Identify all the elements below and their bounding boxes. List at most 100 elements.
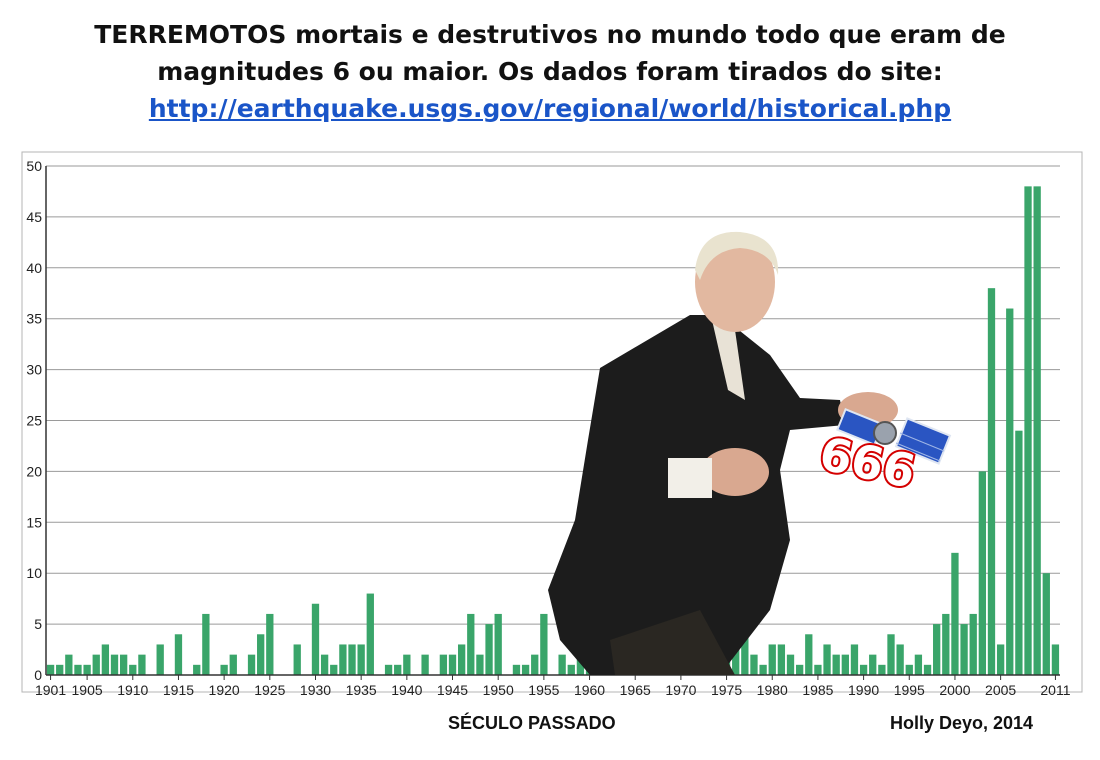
bar-1939 xyxy=(394,664,402,675)
bar-1938 xyxy=(384,664,393,675)
bar-2005 xyxy=(996,644,1005,675)
bar-1906 xyxy=(92,654,100,675)
y-tick-label: 30 xyxy=(26,362,42,378)
x-tick-label: 1985 xyxy=(802,682,833,698)
bar-1955 xyxy=(540,613,548,675)
bar-1947 xyxy=(467,613,475,675)
trousers xyxy=(610,610,735,675)
title-line-2: magnitudes 6 ou maior. Os dados foram ti… xyxy=(157,57,943,86)
bar-1997 xyxy=(923,664,932,675)
bar-1982 xyxy=(786,654,795,675)
footer-credit: Holly Deyo, 2014 xyxy=(890,713,1034,733)
bar-1994 xyxy=(896,644,904,675)
x-tick-label: 1970 xyxy=(665,682,696,698)
y-tick-label: 5 xyxy=(34,616,42,632)
y-tick-label: 50 xyxy=(26,158,42,174)
bar-1918 xyxy=(202,613,210,675)
title-line-1-rest: mortais e destrutivos no mundo todo que … xyxy=(286,20,1006,49)
x-tick-label: 2005 xyxy=(985,682,1016,698)
x-tick-label: 2000 xyxy=(939,682,970,698)
bar-1991 xyxy=(869,654,877,675)
source-link[interactable]: http://earthquake.usgs.gov/regional/worl… xyxy=(148,94,952,123)
bar-2009 xyxy=(1033,186,1041,676)
y-tick-label: 10 xyxy=(26,565,42,581)
x-tick-label: 1935 xyxy=(346,682,377,698)
y-tick-label: 15 xyxy=(26,514,42,530)
y-tick-label: 20 xyxy=(26,463,42,479)
bar-1958 xyxy=(567,664,575,675)
y-tick-label: 45 xyxy=(26,209,42,225)
x-tick-label: 1965 xyxy=(620,682,651,698)
bar-1902 xyxy=(56,664,64,675)
bar-2006 xyxy=(1006,308,1014,675)
bar-1985 xyxy=(814,664,822,675)
bar-1934 xyxy=(348,644,356,675)
bar-2011 xyxy=(1051,644,1060,675)
bar-2002 xyxy=(969,613,977,675)
chart-frame xyxy=(21,151,1083,693)
bar-1909 xyxy=(119,654,128,675)
satellite-icon xyxy=(836,408,952,465)
bar-1905 xyxy=(83,664,91,675)
x-tick-label: 1915 xyxy=(163,682,194,698)
bar-1998 xyxy=(933,624,941,675)
bar-1933 xyxy=(339,644,347,675)
bar-1904 xyxy=(74,664,82,675)
bar-1988 xyxy=(841,654,849,675)
x-tick-label: 1950 xyxy=(483,682,514,698)
bar-1948 xyxy=(476,654,484,675)
bar-1959 xyxy=(576,654,585,675)
chart-title: TERREMOTOS mortais e destrutivos no mund… xyxy=(0,16,1100,127)
bar-1946 xyxy=(457,644,466,675)
bar-1950 xyxy=(494,613,502,675)
bar-2010 xyxy=(1042,573,1050,675)
bar-1944 xyxy=(439,654,448,675)
bar-1903 xyxy=(65,654,73,675)
x-tick-label: 1920 xyxy=(209,682,240,698)
bar-1992 xyxy=(878,664,886,675)
bar-1908 xyxy=(110,654,119,675)
footer-century-label: SÉCULO PASSADO xyxy=(448,713,616,733)
bar-1932 xyxy=(330,664,338,675)
bar-2007 xyxy=(1015,430,1023,675)
left-hand xyxy=(701,448,769,496)
bar-1993 xyxy=(887,634,895,675)
x-tick-label: 1940 xyxy=(391,682,422,698)
bar-1995 xyxy=(905,664,913,675)
bar-1945 xyxy=(448,654,457,675)
bar-1907 xyxy=(101,644,110,675)
bar-1940 xyxy=(403,654,411,675)
shirt-cuff xyxy=(668,458,712,498)
bar-2001 xyxy=(960,624,968,675)
bar-1949 xyxy=(485,624,493,675)
bar-1978 xyxy=(750,654,758,675)
bar-1989 xyxy=(850,644,859,675)
bar-1923 xyxy=(247,654,256,675)
bar-1913 xyxy=(156,644,164,675)
title-line-1: TERREMOTOS mortais e destrutivos no mund… xyxy=(0,16,1100,53)
bar-1981 xyxy=(777,644,786,675)
bar-1917 xyxy=(193,664,201,675)
bar-1928 xyxy=(293,644,301,675)
y-tick-label: 0 xyxy=(34,667,42,683)
bar-1920 xyxy=(220,664,228,675)
x-tick-label: 1955 xyxy=(528,682,559,698)
x-tick-label: 1930 xyxy=(300,682,331,698)
bar-1990 xyxy=(859,664,868,675)
x-tick-label: 1901 xyxy=(35,682,66,698)
bar-1954 xyxy=(531,654,539,675)
bar-1911 xyxy=(138,654,146,675)
x-tick-label: 1990 xyxy=(848,682,879,698)
bar-1915 xyxy=(174,634,183,675)
bar-1910 xyxy=(129,664,137,675)
bar-1901 xyxy=(46,664,55,675)
bar-1977 xyxy=(741,613,749,675)
bar-1924 xyxy=(257,634,265,675)
x-tick-label: 1995 xyxy=(894,682,925,698)
earthquake-bar-chart: 0 5 10 15 20 25 30 35 40 45 50 1901 1905 1910 1915 1920… xyxy=(21,151,1083,698)
bar-1952 xyxy=(512,664,521,675)
y-tick-label: 35 xyxy=(26,311,42,327)
title-keyword: TERREMOTOS xyxy=(94,20,287,49)
x-tick-label: 2011 xyxy=(1040,682,1070,698)
x-tick-label: 1980 xyxy=(757,682,788,698)
